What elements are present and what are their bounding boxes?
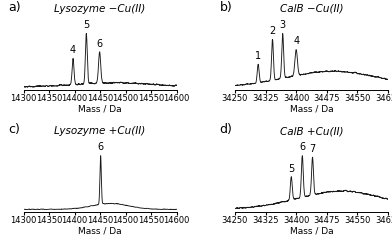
Title: Lysozyme −Cu(II): Lysozyme −Cu(II) [54, 4, 146, 14]
Text: 2: 2 [269, 26, 276, 36]
Text: 1: 1 [255, 51, 261, 61]
Text: d): d) [220, 123, 232, 136]
Text: 5: 5 [288, 163, 294, 173]
Title: CalB +Cu(II): CalB +Cu(II) [280, 126, 343, 136]
X-axis label: Mass / Da: Mass / Da [78, 227, 122, 236]
Text: 6: 6 [299, 142, 305, 152]
Text: a): a) [8, 1, 21, 14]
X-axis label: Mass / Da: Mass / Da [290, 105, 333, 114]
Text: 4: 4 [293, 36, 299, 46]
Text: b): b) [220, 1, 232, 14]
Text: 5: 5 [83, 20, 89, 30]
Text: 7: 7 [309, 144, 316, 154]
Text: 6: 6 [96, 39, 103, 49]
Text: 4: 4 [70, 45, 76, 55]
Text: 6: 6 [98, 142, 103, 152]
X-axis label: Mass / Da: Mass / Da [290, 227, 333, 236]
Title: CalB −Cu(II): CalB −Cu(II) [280, 4, 343, 14]
Text: 3: 3 [279, 20, 286, 30]
Title: Lysozyme +Cu(II): Lysozyme +Cu(II) [54, 126, 146, 136]
Text: c): c) [8, 123, 20, 136]
X-axis label: Mass / Da: Mass / Da [78, 105, 122, 114]
